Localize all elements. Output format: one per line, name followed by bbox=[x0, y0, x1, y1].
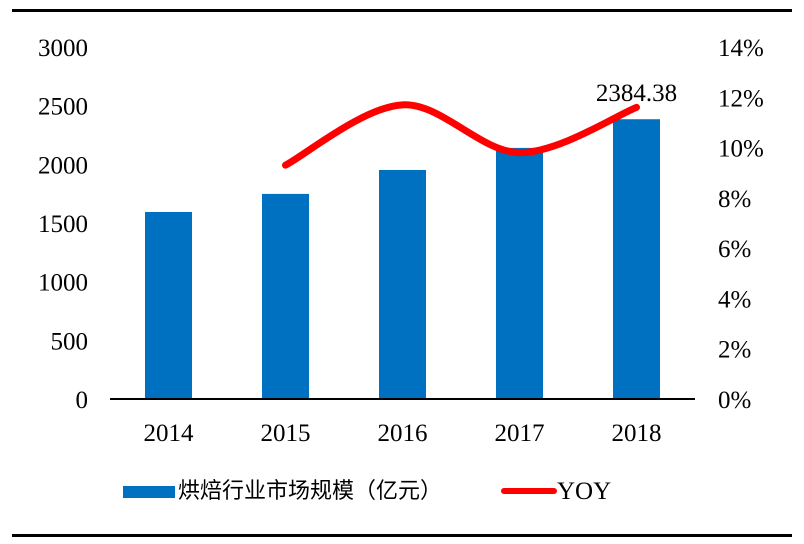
right-axis-tick: 6% bbox=[718, 236, 751, 263]
legend-bar-swatch bbox=[123, 486, 175, 498]
right-axis-tick: 2% bbox=[718, 337, 751, 364]
right-axis-tick: 12% bbox=[718, 85, 764, 112]
right-axis-tick: 4% bbox=[718, 286, 751, 313]
left-axis-tick: 1500 bbox=[38, 211, 88, 238]
x-axis-label: 2015 bbox=[261, 420, 311, 447]
bar-2016 bbox=[379, 169, 426, 399]
bar-2017 bbox=[496, 147, 543, 399]
right-axis-tick: 8% bbox=[718, 186, 751, 213]
chart-area: 0 500 1000 1500 2000 2500 3000 0% 2% 4% 6% 8% 10% 12… bbox=[38, 35, 764, 447]
bar-2015 bbox=[262, 193, 309, 399]
left-axis-tick: 1000 bbox=[38, 270, 88, 297]
bar-series bbox=[145, 119, 660, 399]
bar-2018 bbox=[613, 119, 660, 399]
top-rule bbox=[12, 9, 792, 12]
legend-line-swatch bbox=[501, 488, 557, 494]
x-axis-label: 2016 bbox=[378, 420, 428, 447]
right-axis-ticks: 0% 2% 4% 6% 8% 10% 12% 14% bbox=[718, 35, 764, 414]
bottom-rule bbox=[12, 534, 792, 537]
left-axis-tick: 3000 bbox=[38, 35, 88, 62]
left-axis-ticks: 0 500 1000 1500 2000 2500 3000 bbox=[38, 35, 88, 414]
left-axis-tick: 2000 bbox=[38, 152, 88, 179]
x-axis-label: 2018 bbox=[612, 420, 662, 447]
x-axis-label: 2014 bbox=[144, 420, 195, 447]
x-axis-labels: 2014 2015 2016 2017 2018 bbox=[144, 420, 662, 447]
left-axis-tick: 0 bbox=[76, 387, 89, 414]
right-axis-tick: 0% bbox=[718, 387, 751, 414]
legend-bar-label: 烘焙行业市场规模（亿元） bbox=[178, 479, 443, 504]
yoy-line bbox=[282, 101, 640, 169]
bar-2014 bbox=[145, 211, 192, 399]
right-axis-tick: 10% bbox=[718, 136, 764, 163]
x-axis-label: 2017 bbox=[495, 420, 545, 447]
left-axis-tick: 500 bbox=[51, 328, 89, 355]
left-axis-tick: 2500 bbox=[38, 94, 88, 121]
legend: 烘焙行业市场规模（亿元） YOY bbox=[0, 476, 804, 512]
legend-line-label: YOY bbox=[557, 478, 612, 505]
right-axis-tick: 14% bbox=[718, 35, 764, 62]
bar-data-label-2018: 2384.38 bbox=[596, 80, 677, 107]
